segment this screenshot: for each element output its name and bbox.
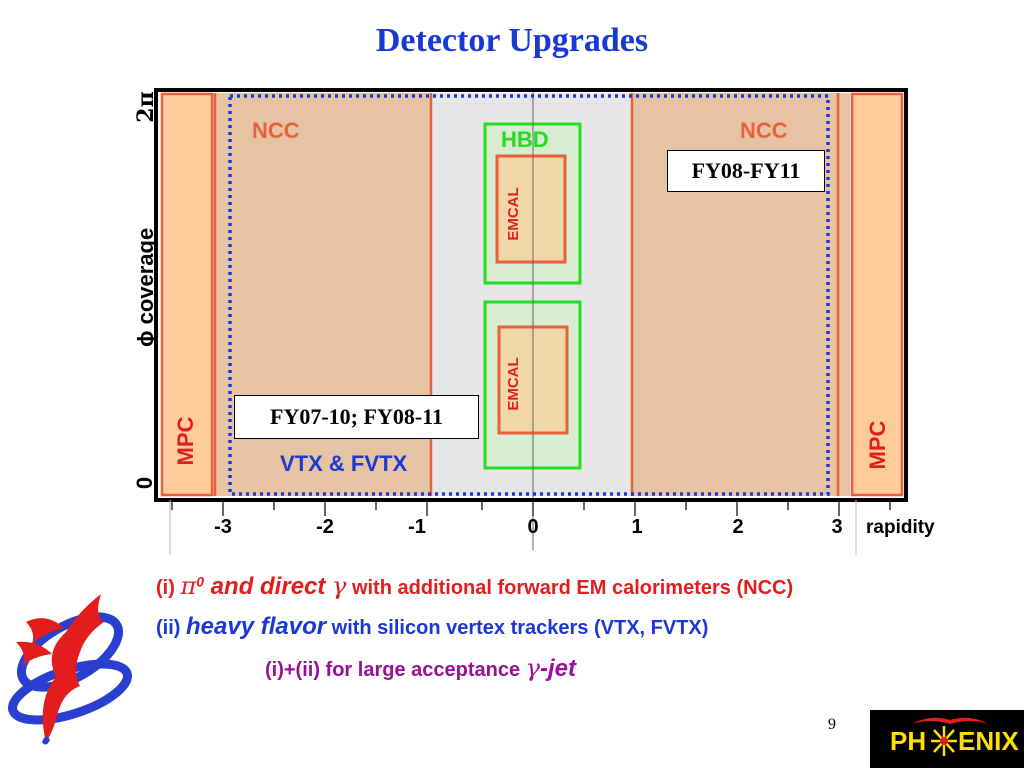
x-tick-label: -1 <box>408 516 426 538</box>
pi-superscript: 0 <box>196 573 205 590</box>
bullet-3-tail: -jet <box>539 655 576 682</box>
bullet-2-prefix: (ii) <box>156 617 186 639</box>
bullet-line-2: (ii) heavy flavor with silicon vertex tr… <box>156 613 708 641</box>
bullet-3-prefix: (i)+(ii) for large acceptance <box>265 659 526 681</box>
x-tick-label: 3 <box>831 516 843 538</box>
mpc-right-region <box>850 92 904 497</box>
emcal-top-label: EMCAL <box>505 187 522 241</box>
timeline-box-right: FY08-FY11 <box>667 150 825 192</box>
slide-title: Detector Upgrades <box>375 22 649 59</box>
pi-symbol: π <box>180 572 197 600</box>
gamma-symbol: γ <box>525 654 540 682</box>
ncc-right-label: NCC <box>740 118 788 143</box>
x-tick-label: 2 <box>732 516 744 538</box>
phenix-logo: PH ENIX <box>870 710 1024 768</box>
phoenix-bird-logo <box>8 594 132 745</box>
bullet-1-tail: with additional forward EM calorimeters … <box>346 577 794 599</box>
bullet-line-3: (i)+(ii) for large acceptance γ-jet <box>265 654 576 683</box>
y-axis-label: ϕ coverage <box>133 227 158 347</box>
hbd-label: HBD <box>501 127 549 152</box>
phenix-flame-icon <box>912 717 988 724</box>
timeline-box-left: FY07-10; FY08-11 <box>234 395 479 439</box>
x-tick-label: 1 <box>631 516 643 538</box>
phenix-star-icon <box>931 726 957 756</box>
y-axis-top-label: 2π <box>133 91 159 123</box>
vtx-fvtx-label: VTX & FVTX <box>280 451 408 476</box>
gamma-symbol: γ <box>332 572 347 600</box>
mpc-left-region <box>160 92 214 497</box>
x-tick-label: -2 <box>316 516 334 538</box>
y-axis-bottom-label: 0 <box>132 476 157 490</box>
plot-frame <box>154 88 908 502</box>
x-tick-label: 0 <box>527 516 539 538</box>
bullet-1-emphasis: and direct <box>204 573 333 600</box>
page-number: 9 <box>828 716 836 733</box>
x-axis-ticks <box>171 500 891 516</box>
x-tick-label: -3 <box>214 516 232 538</box>
bullet-2-tail: with silicon vertex trackers (VTX, FVTX) <box>326 617 709 639</box>
vtx-fvtx-outline <box>228 94 830 496</box>
mpc-left-label: MPC <box>173 416 198 466</box>
logo-text-left: PH <box>890 726 927 756</box>
logo-text-right: ENIX <box>958 726 1019 756</box>
mpc-right-label: MPC <box>865 420 890 470</box>
x-axis-label: rapidity <box>866 517 935 538</box>
emcal-bottom-label: EMCAL <box>505 357 522 411</box>
bullet-2-emphasis: heavy flavor <box>186 613 327 640</box>
ncc-left-label: NCC <box>252 118 300 143</box>
bullet-line-1: (i) π0 and direct γ with additional forw… <box>156 572 793 601</box>
emcal-top-box <box>495 154 567 264</box>
bullet-1-prefix: (i) <box>156 577 181 599</box>
